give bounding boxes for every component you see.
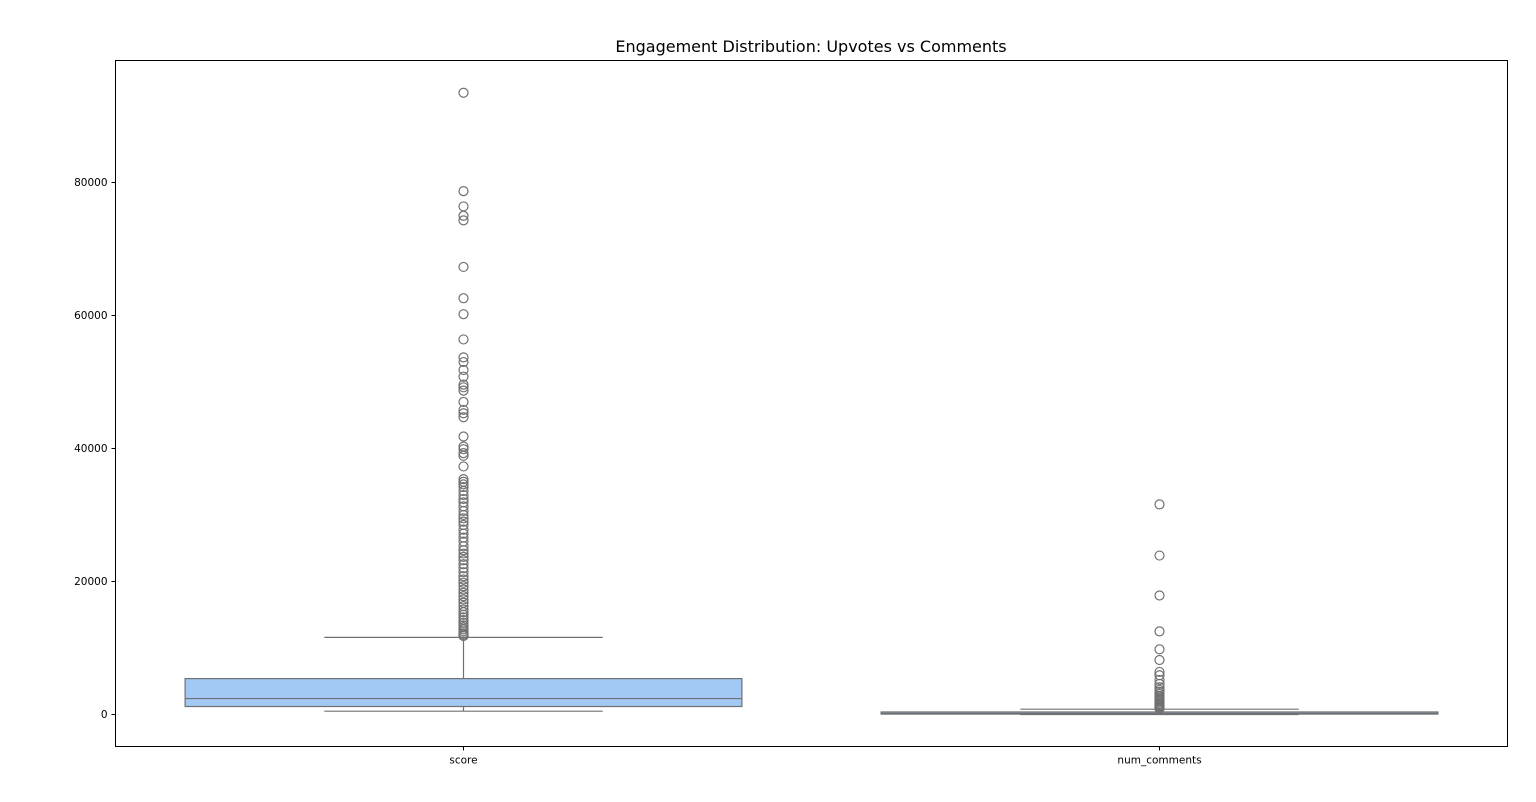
- outlier-point: [458, 404, 469, 416]
- outlier-point: [458, 567, 469, 578]
- y-tick-label: 80000: [74, 177, 107, 189]
- outlier-point: [458, 555, 469, 566]
- outlier-point: [458, 87, 469, 98]
- outlier-point: [458, 594, 469, 605]
- outlier-point: [458, 505, 469, 517]
- outlier-point: [458, 551, 469, 562]
- chart-title: Engagement Distribution: Upvotes vs Comm…: [615, 37, 1006, 56]
- outlier-point: [458, 485, 469, 497]
- outlier-point: [458, 444, 469, 455]
- outlier-point: [458, 513, 469, 524]
- outlier-point: [458, 581, 469, 592]
- outlier-point: [1154, 703, 1165, 714]
- outlier-point: [458, 201, 469, 212]
- outlier-point: [458, 574, 469, 585]
- outlier-point: [458, 479, 469, 490]
- outlier-point: [1154, 666, 1165, 678]
- outlier-point: [458, 186, 469, 197]
- outlier-point: [458, 261, 469, 273]
- outlier-point: [458, 473, 469, 485]
- box-score: [184, 87, 743, 712]
- outlier-point: [1154, 626, 1165, 637]
- outlier-point: [458, 609, 469, 620]
- outlier-point: [458, 612, 469, 623]
- outlier-point: [1154, 590, 1165, 601]
- outlier-point: [458, 215, 469, 226]
- x-tick-label: num_comments: [1117, 755, 1201, 767]
- outlier-point: [458, 528, 469, 539]
- outlier-point: [458, 382, 469, 393]
- outlier-point: [458, 563, 469, 574]
- y-tick-label: 60000: [74, 310, 107, 322]
- outlier-point: [458, 606, 469, 618]
- outlier-point: [458, 489, 469, 501]
- outlier-point: [458, 524, 469, 535]
- outlier-point: [458, 356, 469, 368]
- outlier-point: [458, 577, 469, 588]
- outlier-point: [458, 448, 469, 459]
- plot-frame: [115, 60, 1508, 747]
- outlier-point: [458, 516, 469, 527]
- outlier-point: [458, 509, 469, 521]
- outlier-point: [458, 461, 469, 472]
- outlier-point: [1154, 644, 1165, 655]
- y-tick-label: 20000: [74, 576, 107, 588]
- outlier-point: [458, 450, 469, 461]
- outlier-point: [458, 481, 469, 493]
- y-tick-label: 40000: [74, 443, 107, 455]
- outlier-point: [1154, 499, 1165, 510]
- outlier-point: [1154, 678, 1165, 690]
- plot-area: [184, 87, 1439, 716]
- outlier-point: [458, 293, 469, 304]
- outlier-point: [458, 559, 469, 570]
- outlier-point: [458, 412, 469, 423]
- outlier-point: [458, 431, 469, 442]
- outlier-point: [458, 548, 469, 559]
- outlier-point: [458, 584, 469, 595]
- outlier-point: [458, 541, 469, 552]
- outlier-point: [458, 371, 469, 382]
- outlier-point: [1154, 550, 1165, 561]
- y-tick-label: 0: [101, 709, 108, 721]
- outlier-point: [458, 334, 469, 345]
- outlier-point: [458, 364, 469, 376]
- x-tick-label: score: [449, 755, 477, 767]
- outlier-point: [458, 591, 469, 602]
- outlier-point: [458, 379, 469, 390]
- box-num-comments: [880, 499, 1439, 716]
- outlier-point: [458, 493, 469, 505]
- outlier-point: [458, 545, 469, 556]
- outlier-point: [458, 408, 469, 419]
- iqr-box: [184, 677, 743, 708]
- outlier-point: [1154, 654, 1165, 666]
- outlier-point: [458, 385, 469, 396]
- outlier-point: [458, 571, 469, 582]
- outlier-point: [458, 352, 469, 363]
- outlier-point: [1154, 674, 1165, 686]
- outlier-point: [458, 396, 469, 408]
- outlier-point: [458, 630, 469, 642]
- outlier-point: [458, 587, 469, 598]
- outlier-point: [458, 309, 469, 320]
- outlier-point: [458, 604, 469, 615]
- outlier-point: [458, 210, 469, 221]
